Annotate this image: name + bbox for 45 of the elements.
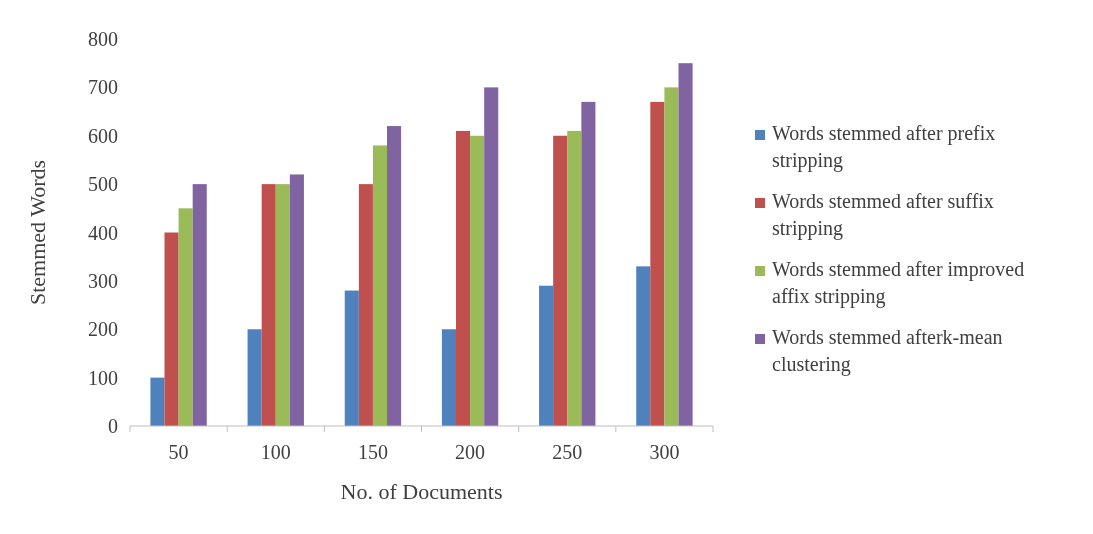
bar: [455, 130, 471, 426]
bar: [164, 232, 179, 426]
y-tick-label: 200: [88, 318, 118, 341]
x-tick-label: 200: [455, 441, 486, 463]
y-axis-title: Stemmed Words: [25, 159, 50, 306]
bar: [553, 135, 568, 426]
y-tick-label: 100: [88, 366, 118, 389]
bar: [344, 290, 359, 426]
x-tick-label: 300: [649, 441, 680, 463]
bar: [192, 184, 207, 426]
bar: [664, 87, 679, 426]
bar: [178, 208, 193, 426]
x-axis-title: No. of Documents: [340, 479, 503, 504]
x-tick-label: 50: [168, 441, 189, 463]
bar: [678, 63, 693, 426]
bar: [441, 329, 456, 426]
y-tick-label: 400: [88, 221, 118, 244]
bar: [150, 377, 165, 426]
x-tick-label: 250: [552, 441, 583, 463]
bar: [289, 174, 304, 426]
y-tick-label: 800: [88, 28, 118, 50]
bar: [247, 329, 262, 426]
bar: [484, 87, 499, 426]
legend-label: Words stemmed after suffix stripping: [772, 190, 994, 240]
bar: [636, 266, 651, 426]
bar: [581, 101, 596, 426]
bar: [387, 126, 402, 426]
y-tick-label: 700: [88, 76, 118, 99]
x-tick-label: 100: [260, 441, 291, 463]
y-tick-label: 300: [88, 269, 118, 292]
bar: [567, 130, 582, 426]
bar: [261, 184, 276, 426]
bar: [275, 184, 290, 426]
bar: [650, 101, 665, 426]
legend-label: Words stemmed after prefix stripping: [772, 122, 996, 172]
legend-label: Words stemmed afterk-mean clustering: [772, 326, 1003, 376]
bar: [470, 135, 485, 426]
y-tick-label: 500: [88, 173, 118, 196]
x-tick-label: 150: [357, 441, 388, 463]
bar: [372, 145, 388, 426]
bar: [358, 184, 373, 426]
bar: [539, 285, 554, 426]
y-tick-label: 0: [108, 415, 118, 437]
legend-label: Words stemmed after improved affix stripping: [772, 258, 1025, 308]
y-tick-label: 600: [88, 124, 118, 147]
